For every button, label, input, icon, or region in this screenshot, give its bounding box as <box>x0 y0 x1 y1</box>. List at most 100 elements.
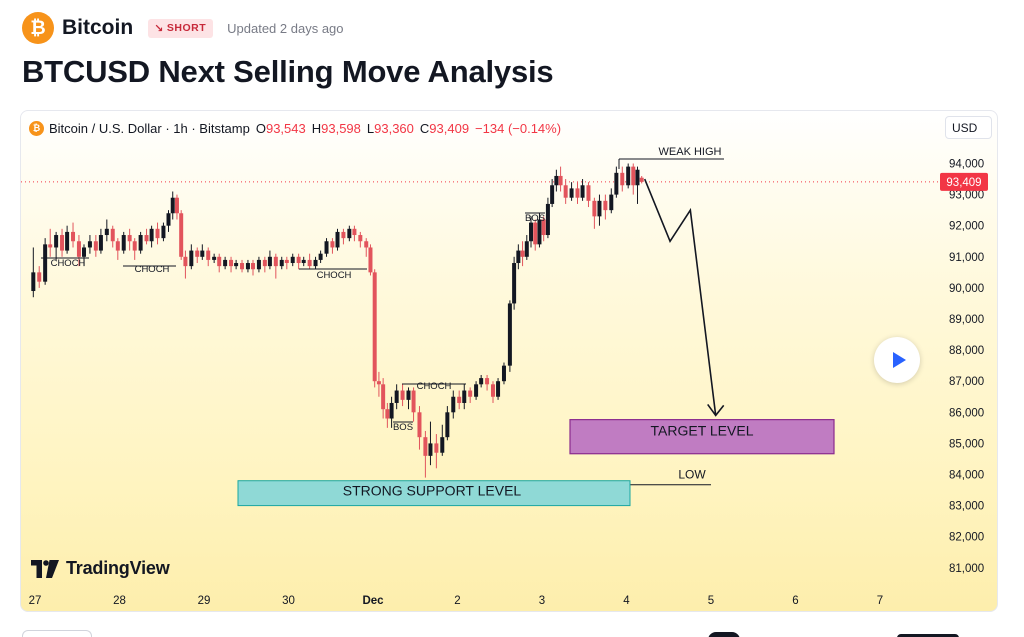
low-key: L <box>366 120 375 136</box>
candle-body <box>406 390 411 400</box>
choch-label: CHOCH <box>417 381 452 392</box>
candle-body <box>223 259 228 267</box>
candle-body <box>206 250 211 260</box>
candle-body <box>394 390 399 403</box>
x-tick-label: 3 <box>539 595 545 607</box>
candle-body <box>127 235 132 242</box>
x-tick-label: 27 <box>29 595 42 607</box>
high-value: 93,598 <box>321 120 361 136</box>
candle-body <box>347 228 352 239</box>
candle-body <box>609 194 614 211</box>
candle-body <box>462 390 467 403</box>
tradingview-mark-icon <box>31 559 59 578</box>
candle-body <box>60 235 65 251</box>
support-zone <box>237 480 631 507</box>
low-label: LOW <box>678 468 706 482</box>
candle-body <box>358 235 363 242</box>
candle-body <box>580 185 585 198</box>
candle-body <box>324 241 329 254</box>
bottom-action-right[interactable] <box>897 634 959 637</box>
candle-body <box>554 175 559 186</box>
bitcoin-logo-icon[interactable]: ₿ <box>22 12 54 44</box>
updated-timestamp: Updated 2 days ago <box>227 20 344 36</box>
bitcoin-small-icon: ₿ <box>29 120 44 136</box>
bottom-action-avatar[interactable] <box>708 632 740 637</box>
candle-body <box>428 443 433 456</box>
candle-body <box>82 247 87 257</box>
candle-body <box>76 241 81 257</box>
candle-body <box>341 231 346 239</box>
projection-path <box>643 178 717 416</box>
currency-selector[interactable]: USD <box>945 116 992 139</box>
candle-body <box>474 384 479 397</box>
candle-body <box>31 272 36 292</box>
candle-body <box>200 250 205 257</box>
candle-body <box>104 228 109 236</box>
candle-body <box>43 244 48 282</box>
ohlc-legend: ₿ Bitcoin / U.S. Dollar · 1h · Bitstamp … <box>29 119 561 137</box>
candle-body <box>512 263 517 304</box>
y-tick-label: 94,000 <box>949 159 984 171</box>
candle-body <box>251 263 256 270</box>
play-button[interactable] <box>874 337 920 383</box>
candle-body <box>575 188 580 198</box>
play-icon <box>892 352 906 368</box>
candle-body <box>284 259 289 264</box>
candle-body <box>307 259 312 267</box>
candle-body <box>144 235 149 242</box>
candle-body <box>115 241 120 251</box>
candle-body <box>563 185 568 198</box>
instrument-title[interactable]: Bitcoin / U.S. Dollar · 1h · Bitstamp <box>49 120 250 136</box>
bottom-action-left[interactable] <box>22 630 92 637</box>
symbol-name[interactable]: Bitcoin <box>62 16 134 39</box>
candle-body <box>597 200 602 217</box>
arrow-down-right-icon: ↘ <box>154 21 164 35</box>
projection-arrowhead <box>707 403 725 417</box>
candle-body <box>496 381 501 397</box>
candle-body <box>631 166 636 186</box>
candle-body <box>234 263 239 267</box>
symbol-header: ₿ Bitcoin ↘ SHORT Updated 2 days ago <box>22 12 344 44</box>
x-tick-label: 6 <box>792 595 798 607</box>
candle-body <box>174 197 179 214</box>
candle-body <box>620 172 625 186</box>
tradingview-logo[interactable]: TradingView <box>31 558 170 579</box>
candle-body <box>65 231 70 251</box>
candle-body <box>569 188 574 198</box>
page-title: BTCUSD Next Selling Move Analysis <box>22 54 554 89</box>
candle-body <box>240 263 245 270</box>
choch-label: CHOCH <box>51 258 86 269</box>
candle-body <box>212 256 217 260</box>
candle-body <box>529 222 534 242</box>
x-tick-label: 30 <box>282 595 295 607</box>
target-zone <box>569 419 835 455</box>
candle-body <box>400 390 405 400</box>
candle-body <box>440 437 445 453</box>
y-tick-label: 90,000 <box>949 283 984 295</box>
y-tick-label: 83,000 <box>949 501 984 513</box>
candle-body <box>614 172 619 195</box>
y-tick-label: 81,000 <box>949 563 984 575</box>
candle-body <box>524 241 529 257</box>
candle-body <box>417 412 422 438</box>
bos-label: BOS <box>525 213 545 224</box>
candle-body <box>121 235 126 251</box>
open-key: O <box>255 120 266 136</box>
candle-body <box>87 241 92 248</box>
candle-body <box>54 235 59 248</box>
candle-body <box>626 166 631 186</box>
candle-body <box>170 197 175 214</box>
candle-body <box>639 177 644 182</box>
candle-body <box>37 272 42 282</box>
price-chart[interactable]: CHOCH CHOCH CHOCH CHOCH BOS BOS WEAK HIGH LOW ST… <box>21 111 998 612</box>
candle-body <box>537 219 542 245</box>
y-tick-label: 82,000 <box>949 532 984 544</box>
candle-body <box>290 256 295 264</box>
low-value: 93,360 <box>374 120 414 136</box>
weak-high-label: WEAK HIGH <box>659 146 722 158</box>
chart-card[interactable]: CHOCH CHOCH CHOCH CHOCH BOS BOS WEAK HIGH LOW ST… <box>20 110 998 612</box>
candle-body <box>229 259 234 267</box>
candle-body <box>592 200 597 217</box>
candle-body <box>501 365 506 382</box>
candle-body <box>313 259 318 267</box>
